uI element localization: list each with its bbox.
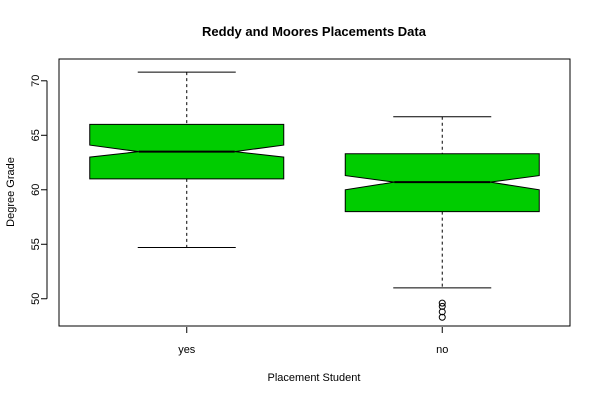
y-tick-label: 65: [30, 129, 42, 141]
x-tick-label: no: [436, 344, 448, 356]
box-yes: [89, 71, 285, 249]
x-tick-label: yes: [178, 344, 196, 356]
chart-title: Reddy and Moores Placements Data: [202, 24, 427, 39]
x-axis: yes no: [178, 327, 448, 356]
boxes-layer: [89, 71, 540, 321]
y-tick-label: 60: [30, 184, 42, 196]
outlier-point: [438, 308, 446, 316]
plot-frame: [58, 58, 571, 327]
y-axis-label: Degree Grade: [5, 157, 17, 227]
outlier-point: [438, 299, 446, 307]
y-axis: 50 55 60 65 70: [30, 75, 48, 305]
box-no: [344, 116, 540, 321]
outlier-point: [438, 302, 446, 310]
y-tick-label: 70: [30, 75, 42, 87]
x-axis-label: Placement Student: [268, 372, 361, 384]
y-tick-label: 50: [30, 293, 42, 305]
outlier-point: [438, 313, 446, 321]
y-tick-label: 55: [30, 238, 42, 250]
